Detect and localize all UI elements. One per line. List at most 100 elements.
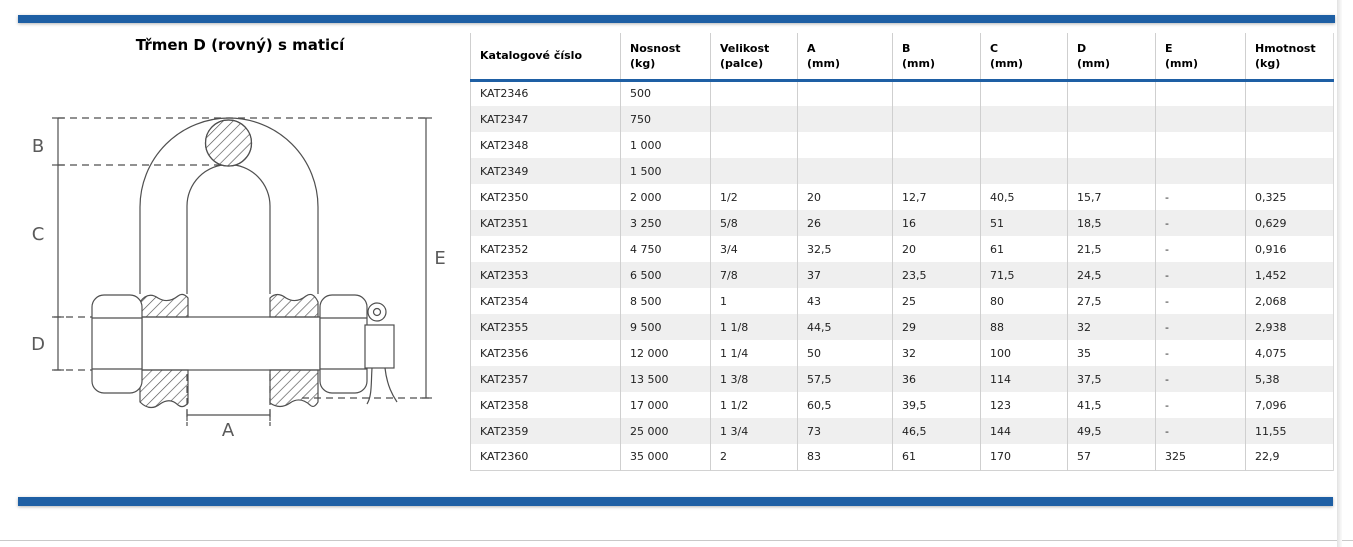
table-row: KAT2349 1 500: [470, 158, 1334, 184]
table-cell: [980, 158, 1068, 184]
table-cell: 1 3/8: [710, 366, 798, 392]
table-cell: 36: [892, 366, 981, 392]
table-cell: [1067, 132, 1156, 158]
table-cell: [710, 106, 798, 132]
table-cell: 6 500: [620, 262, 711, 288]
table-row: KAT2360 35 000 2 83 61 170 57 325 22,9: [470, 444, 1334, 470]
table-cell: [1245, 132, 1334, 158]
column-header-label: Velikost: [720, 41, 770, 55]
dimension-lines: [52, 117, 432, 421]
bow-inner-outline: [186, 163, 271, 294]
table-cell: 2,068: [1245, 288, 1334, 314]
catalog-number-cell: KAT2354: [470, 288, 621, 314]
table-cell: 325: [1155, 444, 1246, 470]
table-cell: 37: [797, 262, 893, 288]
table-cell: [1067, 106, 1156, 132]
table-cell: 44,5: [797, 314, 893, 340]
table-row: KAT2353 6 500 7/8 37 23,5 71,5 24,5-1,452: [470, 262, 1334, 288]
table-cell: 35 000: [620, 444, 711, 470]
column-header-unit: (mm): [1077, 56, 1110, 70]
column-header-unit: (palce): [720, 56, 764, 70]
column-header: Velikost (palce): [710, 33, 798, 82]
table-cell: 9 500: [620, 314, 711, 340]
table-row: KAT2348 1 000: [470, 132, 1334, 158]
table-cell: 2 000: [620, 184, 711, 210]
table-cell: 123: [980, 392, 1068, 418]
table-cell: 25: [892, 288, 981, 314]
shackle-lugs: [139, 293, 319, 409]
table-cell: [797, 132, 893, 158]
column-header-label: B: [902, 41, 911, 55]
catalog-number-cell: KAT2360: [470, 444, 621, 470]
catalog-number-cell: KAT2353: [470, 262, 621, 288]
table-cell: [1155, 106, 1246, 132]
table-cell: -: [1155, 236, 1246, 262]
column-header: A (mm): [797, 33, 893, 82]
column-header: D (mm): [1067, 33, 1156, 82]
table-cell: 0,916: [1245, 236, 1334, 262]
table-cell: 60,5: [797, 392, 893, 418]
dimension-label-b: B: [32, 136, 44, 157]
table-cell: 37,5: [1067, 366, 1156, 392]
table-cell: 18,5: [1067, 210, 1156, 236]
column-header-unit: (mm): [990, 56, 1023, 70]
table-cell: [892, 158, 981, 184]
table-cell: [980, 132, 1068, 158]
table-cell: 29: [892, 314, 981, 340]
table-cell: 22,9: [1245, 444, 1334, 470]
table-cell: 43: [797, 288, 893, 314]
table-cell: 1 1/2: [710, 392, 798, 418]
table-cell: -: [1155, 418, 1246, 444]
table-cell: 1 500: [620, 158, 711, 184]
top-accent-bar: [18, 15, 1335, 23]
table-cell: 35: [1067, 340, 1156, 366]
table-cell: 20: [892, 236, 981, 262]
catalog-number-cell: KAT2346: [470, 80, 621, 106]
column-header-label: Hmotnost: [1255, 41, 1316, 55]
dimension-label-d: D: [31, 334, 45, 355]
footer-divider: [0, 540, 1353, 541]
catalog-number-cell: KAT2359: [470, 418, 621, 444]
table-row: KAT2347 750: [470, 106, 1334, 132]
table-cell: 1 1/8: [710, 314, 798, 340]
catalog-number-cell: KAT2350: [470, 184, 621, 210]
table-cell: 1 000: [620, 132, 711, 158]
table-cell: 88: [980, 314, 1068, 340]
dimension-label-e: E: [434, 248, 445, 269]
table-cell: 83: [797, 444, 893, 470]
cotter-pin: [364, 302, 398, 405]
table-cell: 46,5: [892, 418, 981, 444]
table-cell: [980, 80, 1068, 106]
table-cell: 61: [892, 444, 981, 470]
table-cell: 1,452: [1245, 262, 1334, 288]
column-header-unit: (kg): [1255, 56, 1281, 70]
table-row: KAT2346 500: [470, 80, 1334, 106]
table-cell: 20: [797, 184, 893, 210]
table-cell: -: [1155, 314, 1246, 340]
column-header: Hmotnost (kg): [1245, 33, 1334, 82]
catalog-number-cell: KAT2347: [470, 106, 621, 132]
table-cell: 25 000: [620, 418, 711, 444]
table-cell: 12 000: [620, 340, 711, 366]
table-cell: -: [1155, 210, 1246, 236]
catalog-number-cell: KAT2349: [470, 158, 621, 184]
table-cell: 51: [980, 210, 1068, 236]
table-cell: 11,55: [1245, 418, 1334, 444]
table-cell: [797, 80, 893, 106]
table-cell: 1/2: [710, 184, 798, 210]
table-cell: 1 3/4: [710, 418, 798, 444]
table-cell: 49,5: [1067, 418, 1156, 444]
table-cell: [980, 106, 1068, 132]
table-cell: 100: [980, 340, 1068, 366]
catalog-number-cell: KAT2352: [470, 236, 621, 262]
bolt-head: [91, 294, 143, 394]
table-cell: 23,5: [892, 262, 981, 288]
column-header-label: E: [1165, 41, 1173, 55]
table-cell: [1067, 80, 1156, 106]
dimension-label-c: C: [32, 224, 45, 245]
table-cell: 24,5: [1067, 262, 1156, 288]
table-row: KAT2359 25 000 1 3/4 73 46,5 144 49,5-11,55: [470, 418, 1334, 444]
table-cell: [1067, 158, 1156, 184]
table-cell: 40,5: [980, 184, 1068, 210]
table-cell: 3 250: [620, 210, 711, 236]
